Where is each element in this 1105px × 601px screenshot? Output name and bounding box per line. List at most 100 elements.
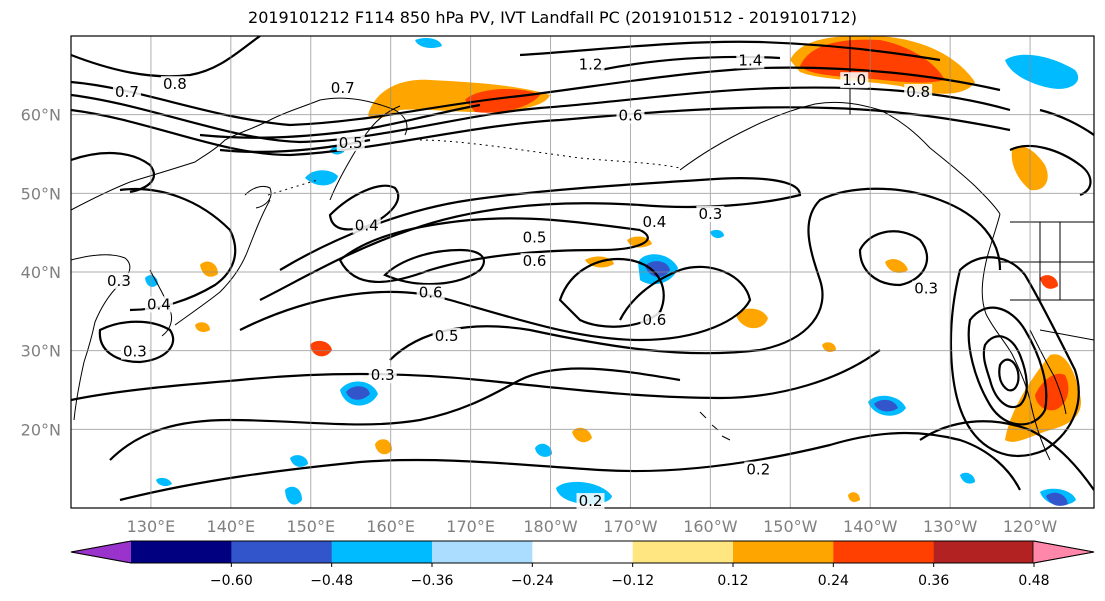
contour-label: 0.3: [698, 205, 722, 223]
contour-label: 0.3: [123, 343, 147, 361]
contour-label-background: [576, 493, 605, 510]
pv-positive-region: [627, 236, 652, 248]
pv-positive-region: [736, 308, 768, 329]
pv-contour: [71, 36, 261, 78]
longitude-label: 170°W: [603, 517, 658, 536]
contour-label: 0.3: [371, 366, 395, 384]
colorbar-tick-label: −0.60: [210, 573, 253, 589]
contour-label-background: [144, 296, 173, 313]
pv-positive-region: [822, 342, 836, 353]
contour-label-background: [112, 84, 141, 100]
colorbar-segment: [432, 541, 533, 563]
pv-contour: [998, 358, 1020, 392]
contour-label: 0.4: [147, 295, 171, 313]
contour-label: 0.4: [643, 213, 667, 231]
state-border: [1000, 222, 1094, 301]
pv-contour: [1009, 145, 1092, 197]
pv-negative-region: [535, 443, 552, 457]
colorbar-upper-extension: [1032, 540, 1095, 564]
pv-contour: [967, 306, 1048, 426]
pv-contour: [71, 152, 155, 194]
pv-contour: [858, 230, 929, 287]
longitude-labels: 130°E 140°E 150°E 160°E 170°E 180°W 170°W 160°W…: [127, 517, 1058, 536]
colorbar-tick-label: 0.48: [1018, 573, 1049, 589]
colorbar-tick-label: −0.48: [310, 573, 353, 589]
colorbar-segment: [933, 541, 1035, 563]
contour-label-background: [576, 56, 605, 73]
latitude-label: 40°N: [21, 263, 61, 282]
contour-label: 1.0: [842, 71, 866, 89]
longitude-label: 120°W: [1003, 517, 1058, 536]
mexico-border: [1039, 329, 1094, 341]
contour-label: 0.4: [355, 217, 379, 235]
contour-label: 0.5: [523, 229, 547, 247]
contour-label-background: [416, 284, 445, 301]
pv-contour: [338, 217, 649, 284]
contour-label: 0.7: [331, 79, 355, 97]
contour-label-background: [616, 107, 645, 124]
contour-label: 1.4: [738, 52, 762, 70]
pv-positive-region: [885, 259, 908, 273]
colorbar-tick-label: −0.12: [611, 573, 654, 589]
pv-contour: [1039, 108, 1094, 136]
colorbar-segment: [131, 541, 232, 563]
contour-label: 0.5: [339, 134, 363, 152]
contour-label: 0.5: [435, 327, 459, 345]
pv-negative-region: [305, 170, 338, 186]
pv-negative-region: [285, 486, 302, 505]
pv-strong-negative-region: [1046, 492, 1068, 506]
colorbar-segment: [231, 541, 333, 563]
colorbar-tick-label: −0.36: [411, 573, 454, 589]
latitude-label: 20°N: [21, 420, 61, 439]
pv-contour: [389, 187, 1002, 361]
contour-label-background: [744, 461, 773, 478]
contour-label: 0.3: [914, 280, 938, 298]
contour-label-background: [368, 367, 397, 384]
contour-label-background: [328, 80, 357, 97]
contour-label: 0.6: [619, 107, 643, 125]
pv-contour: [328, 184, 400, 231]
graticule: [71, 36, 1094, 508]
longitude-label: 140°W: [843, 517, 898, 536]
colorbar-segment: [331, 541, 433, 563]
pv-strong-negative-region: [645, 261, 670, 278]
pv-positive-region: [375, 439, 392, 455]
longitude-label: 130°E: [127, 517, 176, 536]
kuril-islands: [267, 179, 319, 196]
colorbar-segment: [632, 541, 734, 563]
contour-label: 0.6: [643, 311, 667, 329]
longitude-label: 180°W: [523, 517, 578, 536]
asia-coastline: [71, 254, 131, 421]
contour-label-background: [120, 343, 149, 360]
longitude-label: 160°E: [366, 517, 415, 536]
pv-contour: [239, 265, 752, 342]
contour-label-background: [352, 217, 381, 234]
pv-contour: [383, 248, 485, 286]
longitude-label: 130°W: [923, 517, 978, 536]
colorbar-tick-labels: −0.60 −0.48 −0.36 −0.24 −0.12 0.12 0.24 0.36 0.4…: [210, 563, 1050, 589]
pv-negative-region: [1005, 54, 1079, 89]
pv-strong-negative-region: [346, 386, 370, 400]
pv-contour: [199, 103, 481, 139]
contour-label-background: [840, 72, 869, 89]
pv-positive-region: [848, 492, 860, 503]
pv-contours: [71, 36, 1094, 502]
contour-label: 0.7: [115, 83, 139, 101]
pv-strong-negative-region: [874, 399, 898, 412]
pv-positive-region: [572, 427, 592, 443]
longitude-label: 140°E: [207, 517, 256, 536]
pv-contour: [949, 256, 1080, 457]
colorbar-lower-extension: [70, 540, 133, 564]
contour-label-background: [736, 52, 765, 69]
latitude-label: 30°N: [21, 342, 61, 361]
colorbar-outline: [70, 540, 1095, 564]
pv-positive-region: [200, 261, 218, 277]
contour-label: 0.3: [107, 272, 131, 290]
baja-coastline: [1029, 329, 1067, 415]
colorbar-segment: [833, 541, 935, 563]
pv-positive-region: [1040, 275, 1058, 289]
contour-label-background: [432, 327, 461, 344]
pv-contour: [119, 431, 1021, 502]
contour-label: 0.8: [906, 83, 930, 101]
latitude-label: 50°N: [21, 184, 61, 203]
